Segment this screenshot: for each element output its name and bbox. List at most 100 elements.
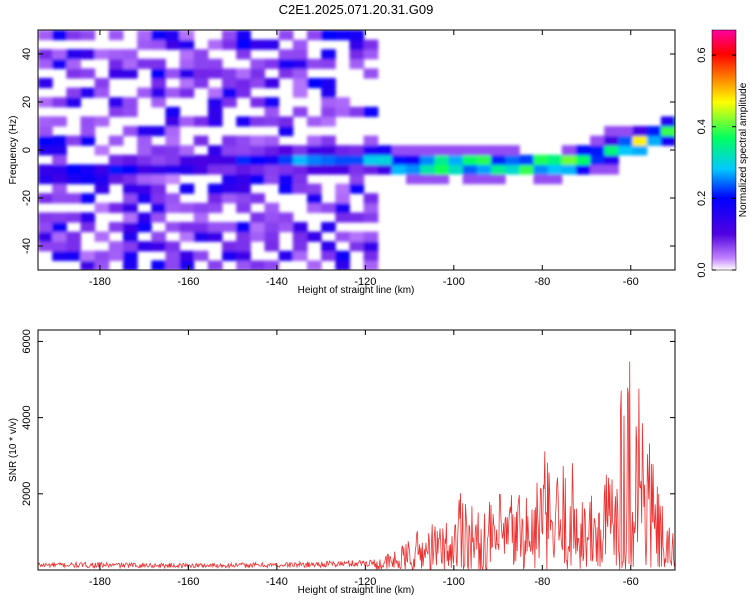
heatmap-cell — [250, 154, 266, 165]
heatmap-cell — [236, 193, 251, 204]
heatmap-cell — [306, 135, 322, 146]
heatmap-cell — [363, 193, 379, 204]
heatmap-cell — [80, 222, 96, 233]
heatmap-cell — [165, 39, 181, 50]
heatmap-cell — [363, 145, 379, 156]
heatmap-cell — [52, 174, 67, 185]
heatmap-cell — [193, 231, 209, 242]
heatmap-cell — [122, 212, 138, 223]
heatmap-cell — [179, 145, 195, 156]
heatmap-cell — [151, 174, 166, 185]
heatmap-cell — [137, 154, 152, 165]
heatmap-cell — [349, 154, 365, 165]
heatmap-cell — [377, 154, 393, 165]
heatmap-cell — [519, 154, 535, 165]
heatmap-cell — [547, 164, 563, 175]
heatmap-cell — [278, 164, 294, 175]
x-tick-label: -60 — [623, 276, 639, 288]
heatmap-cell — [80, 126, 96, 137]
heatmap-cell — [137, 87, 152, 98]
heatmap-cell — [151, 260, 166, 270]
heatmap-cell — [94, 260, 110, 270]
x-tick-label: -80 — [534, 276, 550, 288]
heatmap-cell — [618, 145, 634, 156]
heatmap-cell — [448, 145, 464, 156]
heatmap-cell — [434, 174, 450, 185]
heatmap-cell — [38, 212, 53, 223]
heatmap-cell — [306, 154, 322, 165]
heatmap-cell — [660, 126, 675, 137]
heatmap-cell — [108, 68, 124, 79]
heatmap-cell — [292, 87, 308, 98]
heatmap-cell — [151, 87, 166, 98]
spectrogram-x-axis-title: Height of straight line (km) — [298, 285, 415, 296]
heatmap-cell — [250, 164, 266, 175]
snr-x-ticks: -180 -160 -140 -120 -100 -80 -60 — [89, 330, 639, 588]
heatmap-cell — [335, 164, 351, 175]
heatmap-cell — [236, 116, 251, 127]
heatmap-cell — [193, 135, 209, 146]
heatmap-cell — [137, 30, 152, 41]
x-tick-label: -120 — [354, 576, 376, 588]
heatmap-cell — [349, 58, 365, 69]
heatmap-cell — [52, 135, 67, 146]
heatmap-cell — [222, 145, 237, 156]
heatmap-cell — [222, 39, 237, 50]
heatmap-cell — [122, 97, 138, 108]
heatmap-cell — [561, 154, 577, 165]
heatmap-cell — [207, 183, 223, 194]
heatmap-cell — [363, 154, 379, 165]
heatmap-cell — [292, 164, 308, 175]
heatmap-cell — [363, 231, 379, 242]
snr-x-axis-title: Height of straight line (km) — [298, 585, 415, 596]
colorbar: 0.0 0.2 0.4 0.6 Normalized spectral amplitu… — [696, 29, 749, 278]
heatmap-cell — [165, 250, 181, 261]
heatmap-cell — [122, 183, 138, 194]
heatmap-cell — [264, 222, 280, 233]
heatmap-cell — [236, 30, 251, 41]
heatmap-cell — [420, 164, 435, 175]
heatmap-cell — [122, 260, 138, 270]
heatmap-cell — [335, 154, 351, 165]
heatmap-cell — [335, 231, 351, 242]
heatmap-cell — [292, 183, 308, 194]
colorbar-tick-label: 0.2 — [696, 191, 708, 206]
heatmap-cell — [250, 174, 266, 185]
heatmap-cell — [321, 241, 336, 252]
heatmap-cell — [122, 222, 138, 233]
heatmap-cell — [222, 97, 237, 108]
heatmap-cell — [306, 164, 322, 175]
heatmap-cell — [377, 164, 393, 175]
x-tick-label: -160 — [177, 276, 199, 288]
y-tick-label: 2000 — [21, 482, 33, 506]
heatmap-cell — [38, 164, 53, 175]
heatmap-cell — [151, 39, 166, 50]
heatmap-cell — [52, 145, 67, 156]
heatmap-cell — [52, 183, 67, 194]
heatmap-cell — [94, 116, 110, 127]
heatmap-cell — [66, 250, 82, 261]
heatmap-cell — [321, 97, 336, 108]
heatmap-cell — [52, 30, 67, 41]
heatmap-cell — [137, 126, 152, 137]
heatmap-cell — [207, 222, 223, 233]
heatmap-cell — [80, 174, 96, 185]
heatmap-cell — [222, 154, 237, 165]
heatmap-cell — [250, 222, 266, 233]
heatmap-cell — [236, 135, 251, 146]
heatmap-cell — [264, 212, 280, 223]
heatmap-cell — [618, 126, 634, 137]
heatmap-cell — [94, 145, 110, 156]
heatmap-cells — [38, 30, 675, 270]
snr-frame — [37, 329, 676, 571]
heatmap-cell — [222, 30, 237, 41]
x-tick-label: -100 — [443, 576, 465, 588]
heatmap-cell — [179, 49, 195, 60]
heatmap-cell — [137, 145, 152, 156]
heatmap-cell — [179, 202, 195, 213]
heatmap-cell — [632, 145, 648, 156]
heatmap-cell — [52, 58, 67, 69]
heatmap-cell — [179, 68, 195, 79]
y-tick-label: 6000 — [21, 329, 33, 353]
heatmap-cell — [335, 30, 351, 41]
